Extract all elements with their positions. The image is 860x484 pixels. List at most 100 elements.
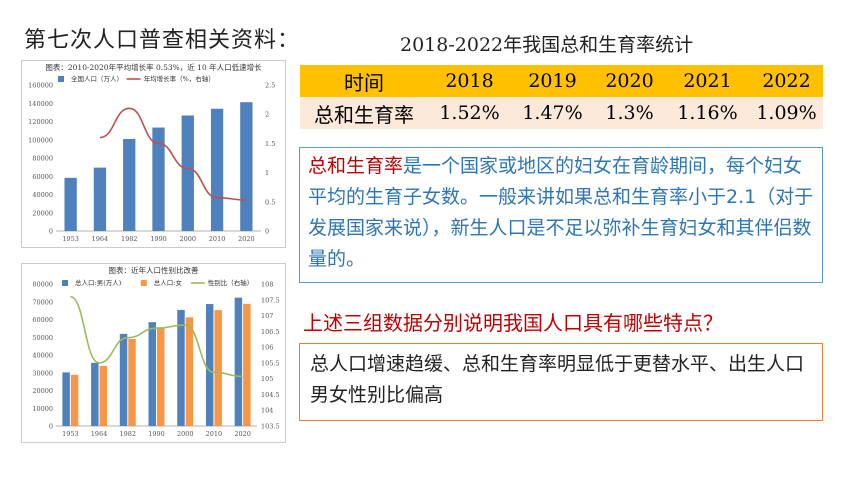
sex-ratio-chart: 图表：近年人口性别比改善 0 10000 20000 30000 40000 50000 60…: [21, 263, 286, 443]
y-right-tick-label: 106: [261, 344, 273, 352]
y-right-tick-label: 2.5: [265, 82, 275, 90]
legend-swatch: [62, 280, 68, 286]
table-rate-cell: 1.3%: [594, 97, 665, 129]
y-right-tick-label: 107: [261, 312, 273, 320]
y-right-tick-label: 1: [265, 169, 269, 177]
y-left-tick-label: 10000: [32, 405, 53, 413]
y-right-tick-label: 105.5: [261, 359, 280, 367]
y-right-tick-label: 105: [261, 375, 273, 383]
table-title: 2018-2022年我国总和生育率统计: [400, 34, 694, 56]
y-left-tick-label: 70000: [32, 298, 53, 306]
bar: [240, 102, 253, 231]
bar: [152, 127, 165, 231]
definition-term: 总和生育率: [308, 155, 404, 177]
table-header-row: 时间 2018 2019 2020 2021 2022: [300, 65, 823, 97]
y-left-tick-label: 20000: [32, 209, 53, 217]
population-chart: 图表：2010-2020年平均增长率 0.53%，近 10 年人口低速增长 0 20…: [21, 60, 286, 248]
bar: [185, 317, 194, 426]
legend-swatch: [140, 280, 147, 286]
legend-label: 性别比（右轴）: [208, 278, 254, 287]
x-tick-label: 1990: [150, 235, 167, 243]
legend-label: 总人口:男(万人): [75, 278, 122, 287]
y-right-tick-label: 106.5: [261, 328, 280, 336]
bar: [70, 374, 79, 426]
y-right-tick-label: 108: [261, 281, 273, 289]
y-left-tick-label: 120000: [28, 118, 53, 126]
bar: [214, 310, 222, 426]
answer-box: 总人口增速趋缓、总和生育率明显低于更替水平、出生人口男女性别比偏高: [299, 343, 823, 421]
table-rate-cell: 1.52%: [428, 97, 511, 129]
y-right-tick-label: 2: [265, 111, 269, 119]
table-rate-cell: 1.09%: [750, 97, 823, 129]
x-tick-label: 1990: [148, 430, 165, 438]
y-left-tick-label: 50000: [32, 334, 53, 342]
bar: [119, 333, 128, 426]
table-row-label: 总和生育率: [300, 97, 428, 129]
x-tick-label: 1953: [62, 430, 79, 438]
legend-label: 全国人口（万人）: [71, 74, 123, 83]
table-header-label: 时间: [300, 65, 428, 97]
y-left-tick-label: 40000: [32, 352, 53, 360]
y-left-tick-label: 0: [49, 423, 53, 431]
y-left-tick-label: 60000: [32, 316, 53, 324]
x-tick-label: 2020: [238, 235, 255, 243]
bar: [93, 167, 107, 231]
bar: [62, 372, 70, 426]
y-right-tick-label: 1.5: [265, 140, 275, 148]
y-left-tick-label: 60000: [32, 173, 53, 181]
definition-box: 总和生育率是一个国家或地区的妇女在育龄期间，每个妇女平均的生育子女数。一般来讲如…: [299, 147, 823, 283]
x-tick-label: 2020: [234, 430, 251, 438]
legend-label: 总人口:女: [154, 278, 183, 287]
y-left-tick-label: 100000: [28, 136, 53, 144]
definition-text: 是一个国家或地区的妇女在育龄期间，每个妇女平均的生育子女数。一般来讲如果总和生育…: [308, 155, 814, 270]
bar: [123, 139, 136, 231]
table-year-cell: 2018: [428, 65, 511, 97]
question-text: 上述三组数据分别说明我国人口具有哪些特点？: [303, 311, 723, 335]
x-tick-label: 2000: [177, 430, 194, 438]
x-tick-label: 2000: [180, 235, 197, 243]
x-tick-label: 1964: [91, 430, 108, 438]
y-right-tick-label: 0.5: [265, 198, 275, 206]
bar: [210, 108, 224, 231]
y-right-tick-label: 104.5: [261, 391, 280, 399]
chart-title: 图表：近年人口性别比改善: [109, 265, 199, 275]
table-value-row: 总和生育率 1.52% 1.47% 1.3% 1.16% 1.09%: [300, 97, 823, 129]
sex-ratio-chart-svg: 图表：近年人口性别比改善 0 10000 20000 30000 40000 50000 60…: [32, 265, 280, 438]
bar: [234, 297, 243, 426]
answer-text: 总人口增速趋缓、总和生育率明显低于更替水平、出生人口男女性别比偏高: [310, 353, 805, 406]
y-left-tick-label: 160000: [28, 82, 53, 90]
x-tick-label: 1982: [120, 430, 137, 438]
x-tick-label: 2010: [209, 235, 226, 243]
y-right-tick-label: 0: [265, 228, 269, 236]
bar: [91, 362, 99, 426]
y-left-tick-label: 0: [49, 228, 53, 236]
y-left-tick-label: 80000: [32, 155, 53, 163]
bar: [148, 322, 156, 426]
bar: [64, 177, 77, 231]
y-right-tick-label: 103.5: [261, 423, 280, 431]
y-left-tick-label: 40000: [32, 191, 53, 199]
table-year-cell: 2021: [665, 65, 750, 97]
series-line: [70, 295, 243, 378]
bar: [157, 328, 165, 426]
x-tick-label: 1982: [121, 235, 138, 243]
y-right-tick-label: 104: [261, 407, 273, 415]
series-line: [99, 107, 247, 201]
table-year-cell: 2022: [750, 65, 823, 97]
bar: [177, 309, 185, 426]
table-rate-cell: 1.16%: [665, 97, 750, 129]
legend-swatch: [58, 76, 64, 82]
table-rate-cell: 1.47%: [511, 97, 594, 129]
y-left-tick-label: 140000: [28, 100, 53, 108]
fertility-rate-table: 时间 2018 2019 2020 2021 2022 总和生育率 1.52% …: [300, 65, 823, 129]
y-left-tick-label: 20000: [32, 387, 53, 395]
slide-heading: 第七次人口普查相关资料：: [24, 28, 301, 53]
bar: [205, 304, 214, 426]
x-tick-label: 1964: [92, 235, 109, 243]
bar: [181, 115, 194, 231]
chart-title: 图表：2010-2020年平均增长率 0.53%，近 10 年人口低速增长: [45, 62, 262, 72]
bar: [128, 339, 136, 426]
y-left-tick-label: 30000: [32, 369, 53, 377]
x-tick-label: 2010: [206, 430, 223, 438]
y-left-tick-label: 80000: [32, 281, 53, 289]
